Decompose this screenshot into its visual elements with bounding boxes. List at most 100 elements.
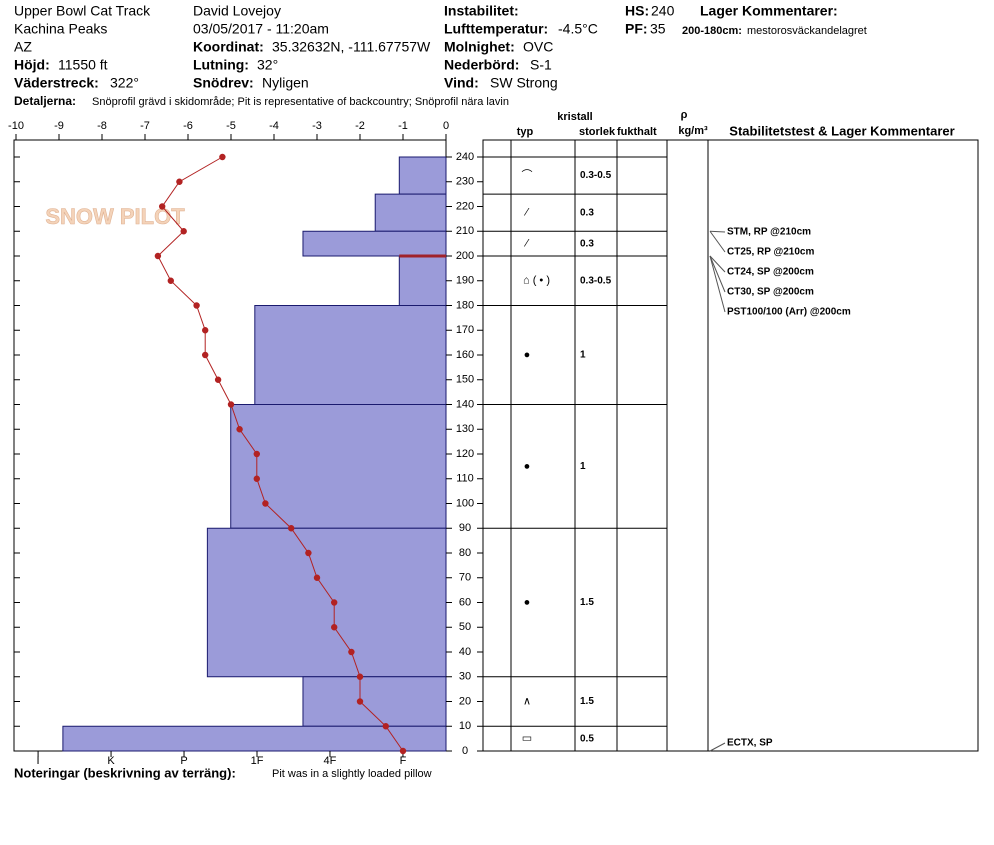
x-tick-label: -10 bbox=[8, 120, 24, 132]
x-tick-label: -3 bbox=[312, 120, 322, 132]
grain-type: ∧ bbox=[523, 695, 531, 707]
test-label: CT24, SP @200cm bbox=[727, 267, 814, 278]
y-tick-label: 10 bbox=[459, 720, 471, 732]
y-tick-label: 230 bbox=[456, 176, 474, 188]
temperature-point bbox=[382, 723, 389, 730]
temperature-point bbox=[305, 549, 312, 557]
label: Lutning: bbox=[193, 57, 249, 73]
value: 32° bbox=[257, 57, 278, 73]
x-tick-label: I bbox=[37, 755, 40, 767]
label: HS: bbox=[625, 3, 649, 19]
label: Koordinat: bbox=[193, 39, 264, 55]
grain-size: 0.3 bbox=[580, 207, 594, 218]
state: AZ bbox=[14, 39, 32, 55]
test-arrow bbox=[709, 255, 726, 273]
x-tick-label: -2 bbox=[355, 120, 365, 132]
x-tick-label: P bbox=[180, 755, 187, 767]
grain-type: ⁄ bbox=[523, 238, 530, 250]
y-tick-label: 150 bbox=[456, 374, 474, 386]
value: mestorosväckandelagret bbox=[747, 25, 867, 37]
hardness-bar bbox=[302, 676, 447, 727]
temperature-point bbox=[176, 178, 183, 185]
value: Snöprofil grävd i skidområde; Pit is rep… bbox=[92, 96, 509, 108]
grain-type: ● bbox=[524, 596, 531, 608]
x-tick-label: 4F bbox=[324, 755, 337, 767]
grain-size: 0.3-0.5 bbox=[580, 275, 612, 286]
value: 11550 ft bbox=[58, 57, 108, 73]
hardness-bar bbox=[254, 305, 447, 405]
label: Snödrev: bbox=[193, 75, 254, 91]
column-header: typ bbox=[517, 126, 534, 138]
grain-size: 0.3 bbox=[580, 238, 594, 249]
column-header: kristall bbox=[557, 111, 592, 123]
x-tick-label: -1 bbox=[398, 120, 408, 132]
test-label: ECTX, SP bbox=[727, 738, 773, 749]
grain-type: ● bbox=[524, 349, 531, 361]
layer-table bbox=[482, 139, 979, 752]
hardness-bar bbox=[62, 725, 447, 752]
label: Väderstreck: bbox=[14, 75, 99, 91]
grain-size: 0.5 bbox=[580, 733, 594, 744]
y-tick-label: 90 bbox=[459, 522, 471, 534]
test-label: STM, RP @210cm bbox=[727, 227, 811, 238]
label: Lager Kommentarer: bbox=[700, 3, 838, 19]
value: 240 bbox=[651, 3, 675, 19]
temperature-point bbox=[331, 624, 338, 631]
test-arrow bbox=[709, 742, 726, 752]
value: Nyligen bbox=[262, 75, 309, 91]
grain-type: ▭ bbox=[522, 733, 532, 745]
temperature-point bbox=[154, 252, 162, 260]
hardness-bar bbox=[206, 527, 447, 678]
temperature-point bbox=[202, 327, 209, 334]
test-label: CT25, RP @210cm bbox=[727, 247, 814, 258]
grain-size: 1.5 bbox=[580, 696, 594, 707]
label: Höjd: bbox=[14, 57, 50, 73]
temperature-point bbox=[262, 500, 269, 507]
test-arrow bbox=[709, 255, 726, 293]
temperature-point bbox=[202, 351, 209, 359]
x-tick-label: 0 bbox=[443, 120, 449, 132]
y-tick-label: 60 bbox=[459, 596, 471, 608]
hardness-bar bbox=[302, 230, 447, 257]
x-tick-label: -9 bbox=[54, 120, 64, 132]
column-header: kg/m³ bbox=[678, 125, 708, 137]
y-tick-label: 130 bbox=[456, 423, 474, 435]
temperature-point bbox=[313, 574, 321, 581]
hardness-bar bbox=[398, 156, 447, 195]
area: Kachina Peaks bbox=[14, 21, 107, 37]
y-tick-label: 160 bbox=[456, 349, 474, 361]
y-tick-label: 110 bbox=[456, 473, 474, 485]
y-tick-label: 20 bbox=[459, 695, 471, 707]
temperature-point bbox=[356, 698, 364, 705]
temperature-point bbox=[167, 277, 174, 284]
column-header: storlek bbox=[579, 126, 616, 138]
y-tick-label: 170 bbox=[456, 324, 474, 336]
label: Vind: bbox=[444, 75, 479, 91]
label: Lufttemperatur: bbox=[444, 21, 548, 37]
value: OVC bbox=[523, 39, 553, 55]
temperature-point bbox=[180, 228, 187, 235]
grain-type: ● bbox=[524, 460, 531, 472]
value: 322° bbox=[110, 75, 139, 91]
x-tick-label: -7 bbox=[140, 120, 150, 132]
x-tick-label: -5 bbox=[226, 120, 236, 132]
y-tick-label: 180 bbox=[456, 299, 474, 311]
column-header: ρ bbox=[681, 109, 688, 121]
y-tick-label: 70 bbox=[459, 572, 471, 584]
site: Upper Bowl Cat Track bbox=[14, 3, 151, 19]
y-tick-label: 30 bbox=[459, 671, 471, 683]
label: PF: bbox=[625, 21, 648, 37]
y-tick-label: 80 bbox=[459, 547, 471, 559]
y-tick-label: 0 bbox=[462, 745, 468, 757]
plot: SNOW PILOT010203040506070809010011012013… bbox=[8, 109, 979, 767]
x-tick-label: F bbox=[400, 755, 407, 767]
grain-size: 1 bbox=[580, 350, 586, 361]
y-tick-label: 50 bbox=[459, 621, 471, 633]
y-tick-label: 40 bbox=[459, 646, 471, 658]
observer: David Lovejoy bbox=[193, 3, 281, 19]
y-tick-label: 240 bbox=[456, 151, 474, 163]
y-tick-label: 100 bbox=[456, 497, 474, 509]
temperature-point bbox=[253, 450, 260, 458]
value: Pit was in a slightly loaded pillow bbox=[272, 768, 432, 780]
temperature-point bbox=[193, 302, 200, 309]
